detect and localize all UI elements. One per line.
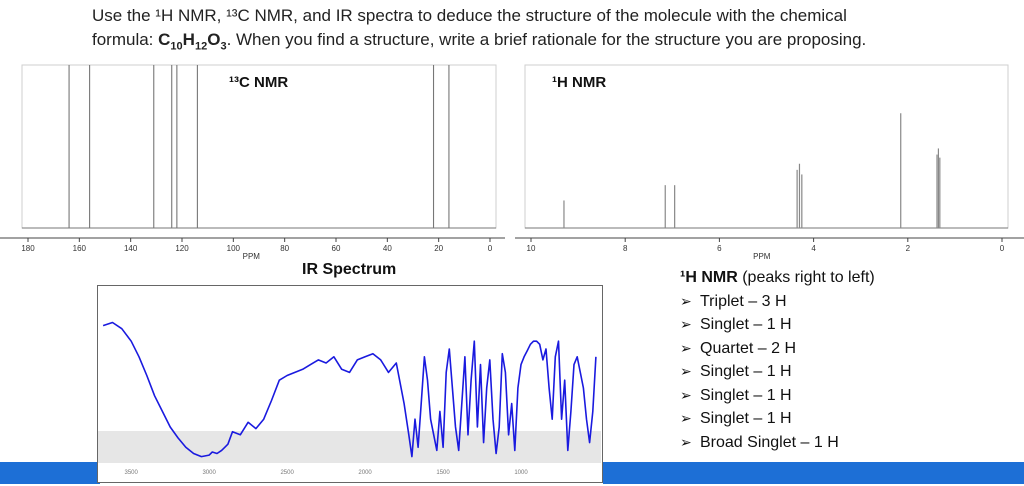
peak-list-item: ➢ Broad Singlet – 1 H <box>680 431 875 455</box>
h1-tick-label: 6 <box>717 244 722 253</box>
h1-tick-label: 8 <box>623 244 628 253</box>
peak-list-items: ➢ Triplet – 3 H ➢ Singlet – 1 H ➢ Quartet – 2… <box>680 290 875 455</box>
ir-plot: 3500 3000 2500 2000 1500 1000 <box>98 321 601 476</box>
ir-tick-label: 3500 <box>125 470 139 476</box>
c13-tick-label: 120 <box>175 244 189 253</box>
blue-band-left <box>0 462 100 484</box>
c13-nmr-title: ¹³C NMR <box>229 74 289 91</box>
h1-tick-label: 4 <box>811 244 816 253</box>
peak-list-item: ➢ Singlet – 1 H <box>680 360 875 384</box>
arrow-bullet-icon: ➢ <box>680 386 692 403</box>
c13-nmr-plot: 180 160 140 120 100 80 60 40 20 0 PPM <box>0 64 505 261</box>
ir-chart: 3500 3000 2500 2000 1500 1000 <box>97 285 603 483</box>
arrow-bullet-icon: ➢ <box>680 410 692 426</box>
c13-tick-label: 140 <box>124 244 138 253</box>
ir-tick-label: 1500 <box>436 470 450 476</box>
c13-tick-label: 180 <box>21 244 35 253</box>
blue-band-right <box>603 462 1024 484</box>
h1-tick-label: 10 <box>527 244 536 253</box>
c13-tick-label: 60 <box>332 244 341 253</box>
h1-tick-label: 2 <box>906 244 911 253</box>
question-text: Use the ¹H NMR, ¹³C NMR, and IR spectra … <box>92 4 992 58</box>
c13-tick-label: 0 <box>488 244 493 253</box>
h1-nmr-chart: 10 8 6 4 2 0 PPM ¹H NMR <box>515 60 1024 265</box>
c13-tick-label: 20 <box>434 244 443 253</box>
arrow-bullet-icon: ➢ <box>680 433 692 450</box>
chemical-formula: C10H12O3 <box>158 30 227 53</box>
ir-tick-label: 2000 <box>358 470 372 476</box>
ir-series-line <box>102 321 597 458</box>
ir-grid-band <box>98 431 601 463</box>
arrow-bullet-icon: ➢ <box>680 339 692 356</box>
peak-list-item: ➢ Singlet – 1 H <box>680 384 875 408</box>
peak-list-item: ➢ Quartet – 2 H <box>680 337 875 361</box>
question-line-1: Use the ¹H NMR, ¹³C NMR, and IR spectra … <box>92 6 847 25</box>
arrow-bullet-icon: ➢ <box>680 363 692 379</box>
h1-tick-label: 0 <box>1000 244 1005 253</box>
ir-tick-label: 1000 <box>514 470 528 476</box>
peak-list-item: ➢ Singlet – 1 H <box>680 407 875 431</box>
h1-nmr-plot: 10 8 6 4 2 0 PPM <box>515 64 1024 261</box>
h1-x-label: PPM <box>753 252 771 261</box>
ir-title: IR Spectrum <box>302 261 397 278</box>
c13-nmr-chart: 180 160 140 120 100 80 60 40 20 0 PPM ¹³C NMR <box>0 60 505 265</box>
ir-tick-label: 2500 <box>280 470 294 476</box>
arrow-bullet-icon: ➢ <box>680 292 692 309</box>
peak-list-item: ➢ Singlet – 1 H <box>680 313 875 337</box>
c13-tick-label: 100 <box>227 244 241 253</box>
c13-tick-label: 80 <box>280 244 289 253</box>
c13-x-label: PPM <box>243 252 261 261</box>
h1-nmr-title: ¹H NMR <box>552 74 607 91</box>
arrow-bullet-icon: ➢ <box>680 316 692 332</box>
peak-list-item: ➢ Triplet – 3 H <box>680 290 875 314</box>
c13-tick-label: 40 <box>383 244 392 253</box>
c13-tick-label: 160 <box>73 244 87 253</box>
peak-list: ¹H NMR (peaks right to left) ➢ Triplet – … <box>680 266 875 454</box>
peak-list-header: ¹H NMR (peaks right to left) <box>680 269 875 286</box>
ir-tick-label: 3000 <box>202 470 216 476</box>
question-line-2: formula: C10H12O3. When you find a struc… <box>92 30 867 53</box>
